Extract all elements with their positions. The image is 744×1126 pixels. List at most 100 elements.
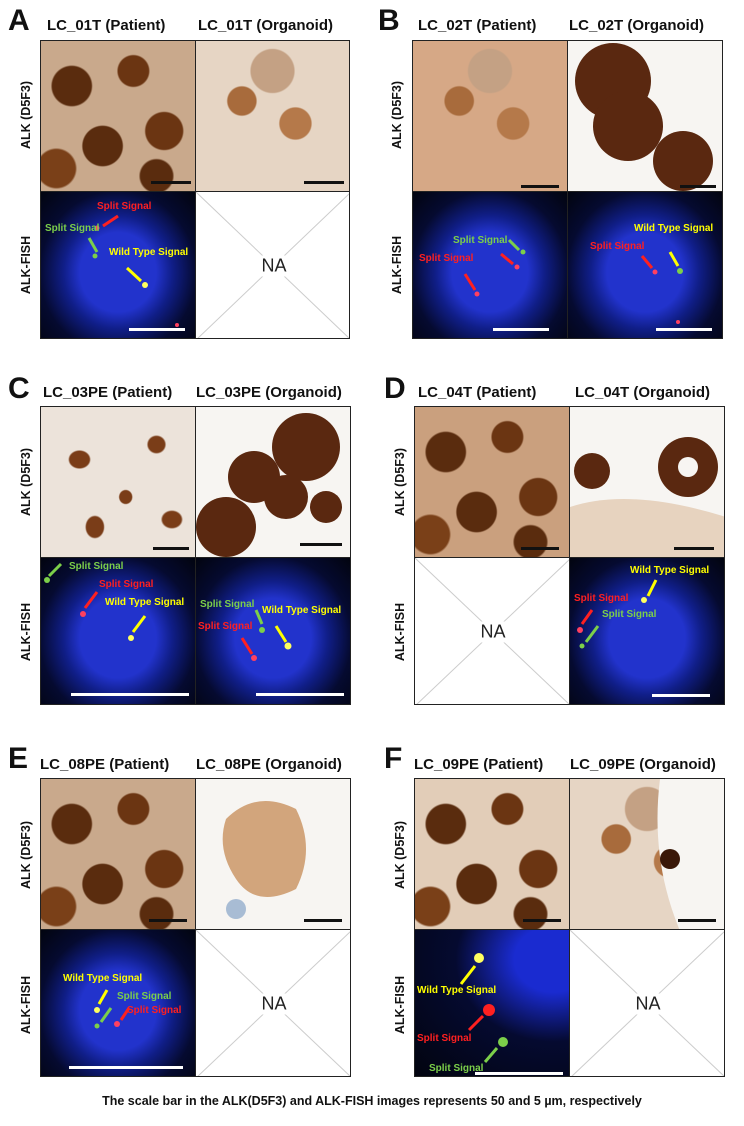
scale-bar — [304, 181, 344, 184]
row-label-ihc: ALK (D5F3) — [393, 447, 407, 517]
organoid-cluster — [570, 437, 724, 557]
red-arrow — [102, 214, 119, 228]
organoid-title: LC_04T (Organoid) — [575, 384, 711, 401]
yellow-arrow — [646, 579, 658, 597]
na-label: NA — [631, 993, 665, 1015]
scale-bar — [71, 693, 189, 696]
scale-bar — [153, 547, 189, 550]
green-arrow — [87, 237, 99, 253]
row-label-fish: ALK-FISH — [19, 602, 33, 662]
split-signal-label: Split Signal — [200, 599, 255, 610]
green-arrow — [483, 1047, 499, 1063]
patient-title: LC_08PE (Patient) — [40, 756, 170, 773]
green-arrow — [99, 1007, 113, 1023]
fish-signals — [94, 989, 131, 1029]
split-signal-label: Split Signal — [45, 223, 100, 234]
ihc-patient-image — [414, 778, 570, 930]
scale-bar — [523, 919, 561, 922]
organoid-cluster — [575, 43, 713, 191]
panel-letter: B — [378, 4, 400, 37]
ihc-patient-image — [40, 40, 196, 192]
scale-bar — [69, 1066, 183, 1069]
organoid-title: LC_01T (Organoid) — [198, 17, 334, 34]
fish-signals — [459, 953, 508, 1063]
row-label-ihc: ALK (D5F3) — [390, 80, 404, 150]
organoid-cluster — [657, 779, 724, 929]
fish-signals — [463, 238, 526, 297]
wild-type-signal-label: Wild Type Signal — [262, 605, 342, 616]
patient-title: LC_04T (Patient) — [418, 384, 537, 401]
split-signal-label: Split Signal — [429, 1063, 484, 1074]
red-arrow — [240, 637, 254, 655]
scale-bar — [680, 185, 716, 188]
split-signal-label: Split Signal — [97, 201, 152, 212]
row-label-fish: ALK-FISH — [393, 975, 407, 1035]
red-arrow — [83, 591, 99, 609]
fish-patient-image: Wild Type Signal Split Signal Split Sign… — [414, 929, 570, 1077]
red-arrow — [580, 609, 594, 625]
split-signal-label: Split Signal — [419, 253, 474, 264]
split-signal-label: Split Signal — [417, 1033, 472, 1044]
fish-signals — [44, 562, 147, 641]
green-arrow — [584, 625, 600, 643]
row-label-ihc: ALK (D5F3) — [19, 80, 33, 150]
panel-letter: F — [384, 742, 403, 775]
red-arrow — [640, 255, 654, 269]
row-label-fish: ALK-FISH — [390, 235, 404, 295]
row-label-ihc: ALK (D5F3) — [19, 820, 33, 890]
ihc-patient-image — [412, 40, 568, 192]
green-arrow — [47, 562, 63, 578]
split-signal-label: Split Signal — [453, 235, 508, 246]
split-signal-label: Split Signal — [602, 609, 657, 620]
row-label-ihc: ALK (D5F3) — [19, 447, 33, 517]
yellow-arrow — [274, 625, 288, 643]
ihc-organoid-image — [195, 40, 350, 192]
organoid-title: LC_02T (Organoid) — [569, 17, 705, 34]
split-signal-label: Split Signal — [117, 991, 172, 1002]
scale-bar — [256, 693, 344, 696]
fish-organoid-image: Wild Type Signal Split Signal Split Sign… — [569, 557, 725, 705]
wild-type-signal-label: Wild Type Signal — [630, 565, 710, 576]
scale-bar — [652, 694, 710, 697]
green-dot — [92, 253, 98, 259]
scale-bar — [475, 1072, 563, 1075]
scale-bar — [151, 181, 191, 184]
red-arrow — [467, 1014, 485, 1032]
wild-type-signal-label: Wild Type Signal — [634, 223, 714, 234]
split-signal-label: Split Signal — [590, 241, 645, 252]
ihc-organoid-image — [569, 406, 725, 558]
wild-type-signal-label: Wild Type Signal — [417, 985, 497, 996]
fish-patient-image: Split Signal Split Signal — [412, 191, 568, 339]
ihc-organoid-image — [569, 778, 725, 930]
fish-organoid-image: Split Signal Wild Type Signal Split Sign… — [195, 557, 351, 705]
scale-bar — [300, 543, 342, 546]
fish-signals — [640, 251, 683, 324]
split-signal-label: Split Signal — [99, 579, 154, 590]
ihc-patient-image — [414, 406, 570, 558]
wild-type-signal-label: Wild Type Signal — [109, 247, 189, 258]
scale-bar — [521, 547, 559, 550]
ihc-organoid-image — [567, 40, 723, 192]
na-label: NA — [476, 621, 510, 643]
scale-bar — [656, 328, 712, 331]
fish-patient-image: Split Signal Split Signal Wild Type Sign… — [40, 191, 196, 339]
row-label-ihc: ALK (D5F3) — [393, 820, 407, 890]
scale-bar — [678, 919, 716, 922]
split-signal-label: Split Signal — [69, 561, 124, 572]
panel-letter: E — [8, 742, 29, 775]
red-arrow — [500, 252, 514, 266]
red-arrow — [119, 1007, 131, 1021]
fish-patient-image: Wild Type Signal Split Signal Split Sign… — [40, 929, 196, 1077]
organoid-cluster — [196, 413, 342, 557]
patient-title: LC_01T (Patient) — [47, 17, 166, 34]
patient-title: LC_03PE (Patient) — [43, 384, 173, 401]
figure-caption: The scale bar in the ALK(D5F3) and ALK-F… — [102, 1094, 642, 1108]
row-label-fish: ALK-FISH — [19, 975, 33, 1035]
fish-signals — [240, 609, 292, 661]
wild-type-signal-label: Wild Type Signal — [105, 597, 185, 608]
fish-signals — [577, 579, 658, 649]
organoid-cluster — [222, 801, 306, 919]
row-label-fish: ALK-FISH — [19, 235, 33, 295]
red-dot — [94, 225, 100, 231]
organoid-title: LC_09PE (Organoid) — [570, 756, 716, 773]
